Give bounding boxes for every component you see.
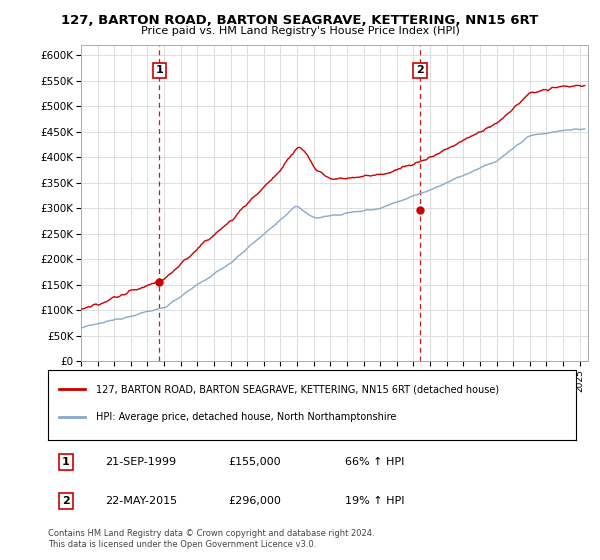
Text: 2: 2	[416, 66, 424, 75]
Text: Price paid vs. HM Land Registry's House Price Index (HPI): Price paid vs. HM Land Registry's House …	[140, 26, 460, 36]
Text: 2: 2	[62, 496, 70, 506]
Text: 127, BARTON ROAD, BARTON SEAGRAVE, KETTERING, NN15 6RT: 127, BARTON ROAD, BARTON SEAGRAVE, KETTE…	[61, 14, 539, 27]
Text: Contains HM Land Registry data © Crown copyright and database right 2024.
This d: Contains HM Land Registry data © Crown c…	[48, 529, 374, 549]
Text: £296,000: £296,000	[228, 496, 281, 506]
Text: £155,000: £155,000	[228, 457, 281, 467]
Text: 19% ↑ HPI: 19% ↑ HPI	[345, 496, 404, 506]
Text: 1: 1	[155, 66, 163, 75]
Text: 66% ↑ HPI: 66% ↑ HPI	[345, 457, 404, 467]
Text: 22-MAY-2015: 22-MAY-2015	[105, 496, 177, 506]
Text: 127, BARTON ROAD, BARTON SEAGRAVE, KETTERING, NN15 6RT (detached house): 127, BARTON ROAD, BARTON SEAGRAVE, KETTE…	[95, 384, 499, 394]
Text: 1: 1	[62, 457, 70, 467]
Text: HPI: Average price, detached house, North Northamptonshire: HPI: Average price, detached house, Nort…	[95, 412, 396, 422]
Text: 21-SEP-1999: 21-SEP-1999	[105, 457, 176, 467]
